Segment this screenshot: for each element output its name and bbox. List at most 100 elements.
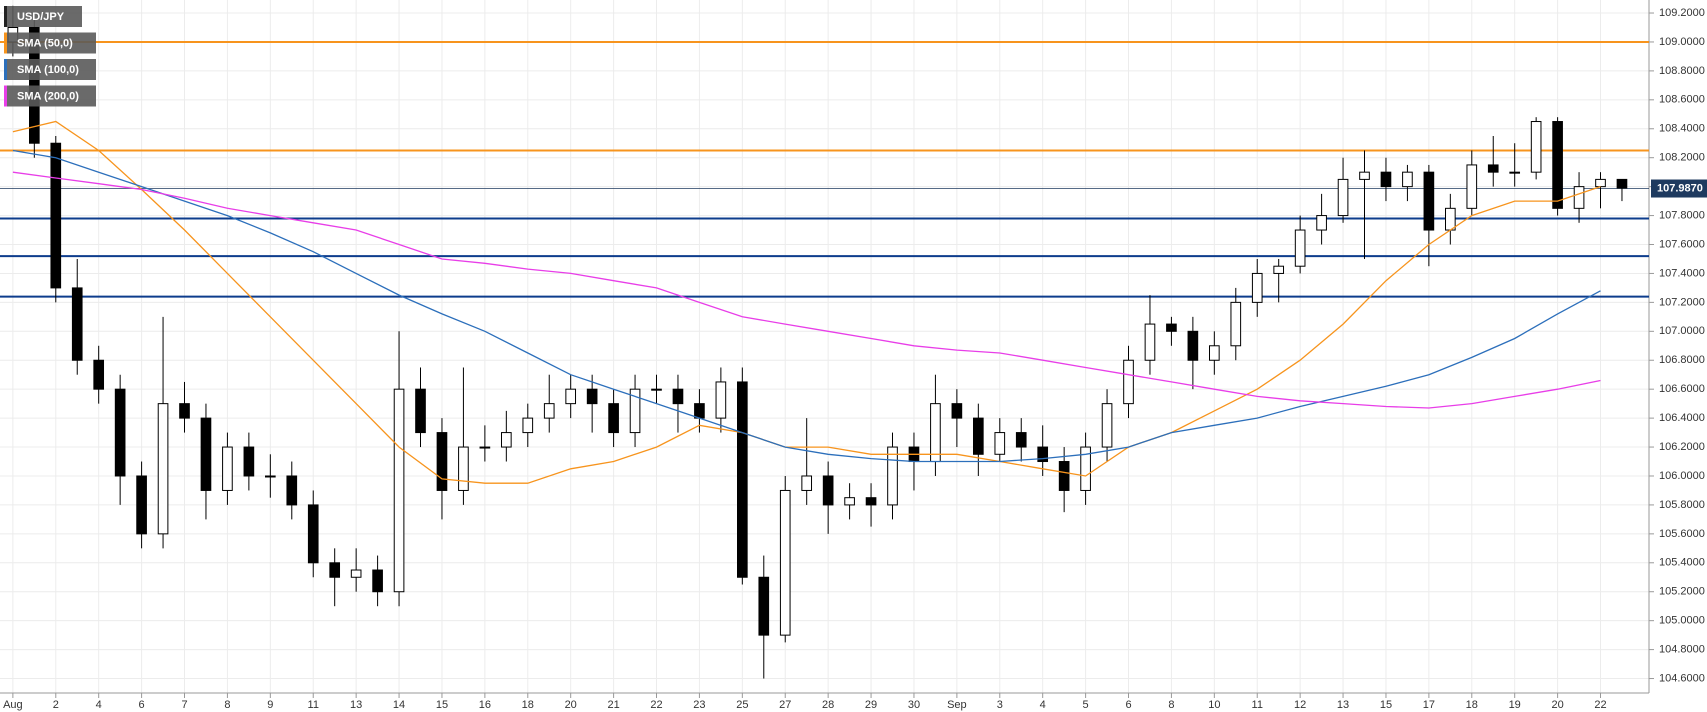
y-tick-label: 105.4000 (1659, 557, 1705, 569)
candle-body (694, 403, 705, 419)
candle-body (1595, 178, 1606, 188)
x-tick-label: 13 (1337, 699, 1349, 711)
x-tick-label: 18 (522, 699, 534, 711)
candle-body (1380, 171, 1392, 188)
candle-body (501, 432, 512, 448)
y-tick-label: 105.8000 (1659, 499, 1705, 511)
x-tick-label: 23 (693, 699, 705, 711)
x-tick-label: 15 (436, 699, 448, 711)
candle-body (522, 417, 534, 434)
candle-body (286, 475, 298, 506)
x-tick-label: 28 (822, 699, 834, 711)
candle-body (222, 446, 233, 491)
legend-swatch (4, 59, 7, 80)
x-tick-label: 20 (565, 699, 577, 711)
candle-body (865, 497, 877, 506)
y-tick-label: 104.8000 (1659, 644, 1705, 656)
x-tick-label: 25 (736, 699, 748, 711)
candle-body (1080, 446, 1091, 491)
candle-body (822, 475, 834, 506)
candle-body (157, 403, 169, 535)
legend-box (4, 6, 82, 27)
legend-swatch (4, 6, 7, 27)
legend-box (4, 32, 96, 54)
y-tick-label: 107.8000 (1659, 209, 1705, 221)
legend-swatch (4, 85, 7, 107)
candle-body (1015, 432, 1027, 448)
candle-body (329, 562, 341, 578)
candle-body (1230, 301, 1242, 347)
candle-body (930, 403, 941, 463)
legend-box (4, 85, 96, 107)
candle-body (887, 446, 898, 506)
candle-body (586, 388, 598, 405)
candle-body (393, 388, 405, 593)
candle-body (1445, 207, 1456, 231)
sma-line (12, 120, 1601, 484)
y-tick-label: 106.8000 (1659, 354, 1705, 366)
candle-body (372, 569, 383, 593)
candle-body (1209, 345, 1220, 361)
candle-body (1144, 323, 1156, 361)
last-price-box (1651, 179, 1707, 198)
legend-label: SMA (100,0) (17, 64, 79, 76)
candle-body (973, 417, 984, 455)
y-tick-label: 106.6000 (1659, 383, 1705, 395)
x-tick-label: 13 (350, 699, 362, 711)
candle-body (1058, 461, 1070, 491)
candle-body (1187, 330, 1199, 361)
candle-body (265, 475, 276, 478)
candle-body (715, 381, 727, 419)
x-tick-label: 6 (139, 699, 145, 711)
x-tick-label: Sep (947, 699, 967, 711)
candle-body (1530, 121, 1542, 173)
candle-body (844, 497, 855, 506)
sma-line (12, 171, 1601, 409)
y-tick-label: 109.0000 (1659, 36, 1705, 48)
y-tick-label: 106.0000 (1659, 470, 1705, 482)
candle-body (801, 475, 813, 491)
candle-body (543, 403, 555, 419)
y-tick-label: 107.4000 (1659, 267, 1705, 279)
y-tick-label: 108.8000 (1659, 65, 1705, 77)
y-tick-label: 104.6000 (1659, 672, 1705, 684)
sma-line (12, 149, 1601, 463)
candle-body (415, 388, 426, 434)
candle-body (629, 388, 641, 434)
x-tick-label: 3 (997, 699, 1003, 711)
candle-body (565, 388, 577, 405)
candle-body (1294, 229, 1306, 267)
x-tick-label: 21 (607, 699, 619, 711)
candle-body (243, 446, 255, 477)
x-tick-label: 15 (1380, 699, 1392, 711)
x-tick-label: 8 (1168, 699, 1174, 711)
candle-body (29, 26, 40, 144)
candle-body (458, 446, 469, 491)
y-tick-label: 105.2000 (1659, 586, 1705, 598)
candle-body (114, 388, 126, 477)
y-tick-label: 106.2000 (1659, 441, 1705, 453)
x-tick-label: 12 (1294, 699, 1306, 711)
legend-label: USD/JPY (17, 11, 65, 23)
y-tick-label: 105.6000 (1659, 528, 1705, 540)
y-tick-label: 105.0000 (1659, 615, 1705, 627)
y-tick-label: 108.4000 (1659, 123, 1705, 135)
plot-background (0, 0, 1649, 693)
legend-swatch (4, 32, 7, 54)
candle-body (1316, 215, 1327, 231)
x-tick-label: 14 (393, 699, 405, 711)
x-tick-label: 4 (96, 699, 102, 711)
legend-label: SMA (50,0) (17, 37, 73, 49)
candle-body (179, 403, 190, 419)
y-tick-label: 107.6000 (1659, 238, 1705, 250)
x-tick-label: 16 (479, 699, 491, 711)
x-tick-label: 11 (308, 699, 319, 711)
y-tick-label: 107.0000 (1659, 325, 1705, 337)
x-tick-label: 2 (53, 699, 59, 711)
x-tick-label: 29 (865, 699, 877, 711)
candle-body (1273, 265, 1285, 274)
candle-body (71, 287, 83, 361)
candle-body (951, 403, 963, 419)
